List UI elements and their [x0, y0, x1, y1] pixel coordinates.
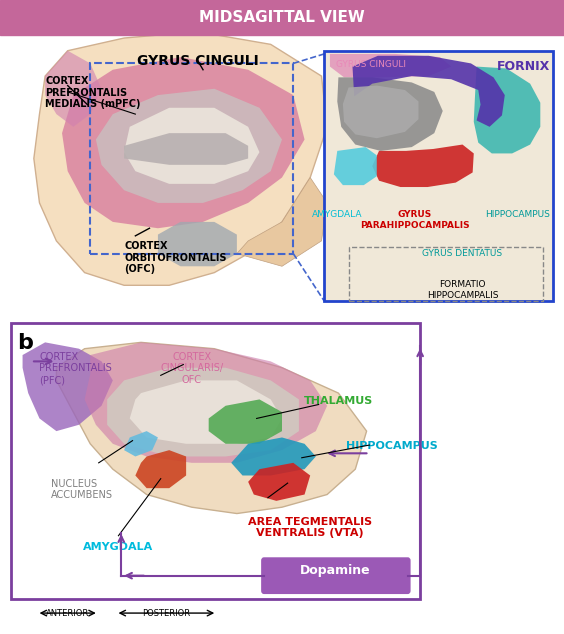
Polygon shape: [107, 368, 299, 456]
Polygon shape: [158, 222, 237, 266]
Text: GYRUS DENTATUS: GYRUS DENTATUS: [422, 249, 503, 257]
Polygon shape: [337, 77, 443, 151]
Text: FORNIX: FORNIX: [497, 60, 550, 74]
Polygon shape: [231, 437, 316, 476]
Polygon shape: [209, 399, 282, 444]
Polygon shape: [56, 342, 367, 514]
Text: AMYGDALA: AMYGDALA: [83, 542, 153, 552]
Text: GYRUS CINGULI: GYRUS CINGULI: [136, 54, 258, 68]
FancyBboxPatch shape: [261, 557, 411, 594]
Polygon shape: [124, 431, 158, 456]
Polygon shape: [130, 380, 282, 444]
Text: NUCLEUS
ACCUMBENS: NUCLEUS ACCUMBENS: [51, 479, 113, 500]
Text: GYRUS CINGULI: GYRUS CINGULI: [336, 60, 406, 69]
Polygon shape: [124, 133, 248, 165]
Bar: [11, 323, 420, 599]
Text: CORTEX
CINGULARIS/
OFC: CORTEX CINGULARIS/ OFC: [160, 352, 223, 385]
Text: CORTEX
PREFRONTALIS
(PFC): CORTEX PREFRONTALIS (PFC): [39, 352, 112, 385]
Text: HIPPOCAMPUS: HIPPOCAMPUS: [485, 210, 550, 219]
Polygon shape: [330, 54, 451, 77]
Text: ANTERIOR: ANTERIOR: [46, 609, 89, 618]
Text: Dopamine: Dopamine: [300, 564, 371, 577]
Bar: [349, 247, 543, 301]
Text: CORTEX
PREFRONTALIS
MEDIALIS (mPFC): CORTEX PREFRONTALIS MEDIALIS (mPFC): [45, 76, 140, 109]
Polygon shape: [62, 57, 305, 228]
Text: b: b: [17, 333, 33, 353]
Text: THALAMUS: THALAMUS: [304, 396, 373, 406]
Text: HIPPOCAMPUS: HIPPOCAMPUS: [346, 441, 438, 451]
Polygon shape: [45, 51, 102, 127]
Text: MIDSAGITTAL VIEW: MIDSAGITTAL VIEW: [199, 10, 365, 25]
Text: AMYGDALA: AMYGDALA: [312, 210, 363, 219]
Bar: [324, 51, 553, 301]
Text: AREA TEGMENTALIS
VENTRALIS (VTA): AREA TEGMENTALIS VENTRALIS (VTA): [248, 517, 372, 538]
Polygon shape: [474, 67, 540, 153]
Polygon shape: [135, 450, 186, 488]
Polygon shape: [34, 32, 327, 285]
Text: FORMATIO
HIPPOCAMPALIS: FORMATIO HIPPOCAMPALIS: [427, 280, 498, 300]
Bar: [90, 63, 293, 254]
Polygon shape: [124, 108, 259, 184]
Polygon shape: [343, 86, 418, 138]
Polygon shape: [237, 178, 327, 266]
Text: CORTEX
ORBITOFRONTALIS
(OFC): CORTEX ORBITOFRONTALIS (OFC): [124, 241, 227, 274]
Polygon shape: [85, 342, 327, 463]
Polygon shape: [23, 342, 113, 431]
Polygon shape: [248, 463, 310, 501]
Polygon shape: [96, 89, 282, 203]
Polygon shape: [352, 56, 505, 127]
Polygon shape: [372, 145, 474, 187]
Polygon shape: [334, 147, 377, 185]
Bar: [0, 0, 564, 35]
Text: POSTERIOR: POSTERIOR: [142, 609, 191, 618]
Text: GYRUS
PARAHIPPOCAMPALIS: GYRUS PARAHIPPOCAMPALIS: [360, 210, 469, 230]
